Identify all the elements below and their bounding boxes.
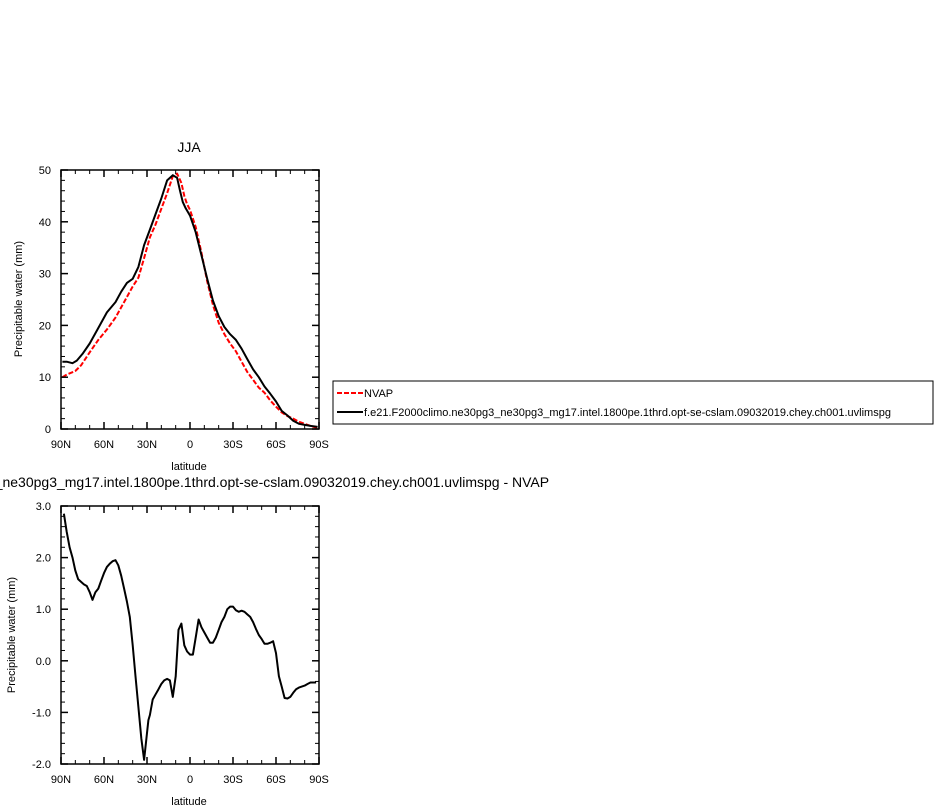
y-tick-label: 0.0: [36, 656, 51, 668]
bottom-panel: f.e21.F2000climo.ne30pg3_ne30pg3_mg17.in…: [0, 474, 549, 808]
y-tick-label: 1.0: [36, 604, 51, 616]
y-tick-label: -2.0: [32, 759, 51, 771]
top-plot-area: 90N 60N 30N 0 30S 60S 90S 0 10 20 30 40 50: [39, 165, 329, 451]
bottom-y-axis-label: Precipitable water (mm): [6, 577, 18, 693]
series-line-2: [62, 174, 318, 428]
series-line-1: [61, 172, 318, 429]
top-y-axis-label: Precipitable water (mm): [13, 241, 25, 357]
y-tick-label: -1.0: [32, 707, 51, 719]
y-tick-label: 50: [39, 165, 51, 177]
y-tick-label: 2.0: [36, 553, 51, 565]
legend-label-model: f.e21.F2000climo.ne30pg3_ne30pg3_mg17.in…: [364, 407, 891, 419]
x-tick-label: 90N: [51, 774, 71, 786]
x-tick-label: 90S: [309, 439, 329, 451]
y-tick-label: 10: [39, 372, 51, 384]
bottom-x-axis-label: latitude: [171, 796, 206, 808]
y-tick-label: 0: [45, 424, 51, 436]
y-tick-label: 3.0: [36, 501, 51, 513]
legend-box: [332, 380, 934, 425]
x-tick-label: 60S: [266, 439, 286, 451]
plot-frame: [60, 505, 320, 765]
y-tick-label: 20: [39, 320, 51, 332]
top-chart-title: JJA: [177, 139, 201, 155]
x-tick-label: 0: [187, 774, 193, 786]
x-tick-label: 60N: [94, 774, 114, 786]
x-tick-label: 30S: [223, 774, 243, 786]
y-tick-label: 30: [39, 269, 51, 281]
top-panel: JJA 90N 60N 30N 0 30S 60S 90S 0 10 20 30 40 50 latit…: [13, 139, 329, 473]
x-tick-label: 30S: [223, 439, 243, 451]
y-tick-label: 40: [39, 217, 51, 229]
legend-label-nvap: NVAP: [364, 388, 393, 400]
top-x-axis-label: latitude: [171, 461, 206, 473]
x-tick-label: 0: [187, 439, 193, 451]
legend: NVAP f.e21.F2000climo.ne30pg3_ne30pg3_mg…: [332, 380, 934, 425]
x-tick-label: 30N: [137, 774, 157, 786]
x-tick-label: 90S: [309, 774, 329, 786]
x-tick-label: 60N: [94, 439, 114, 451]
bottom-chart-title: f.e21.F2000climo.ne30pg3_ne30pg3_mg17.in…: [0, 474, 549, 490]
bottom-plot-area: 90N 60N 30N 0 30S 60S 90S -2.0 -1.0 0.0 1.0 2.0 3.0: [32, 501, 329, 786]
x-tick-label: 90N: [51, 439, 71, 451]
x-tick-label: 60S: [266, 774, 286, 786]
series-line-1: [62, 513, 317, 761]
x-tick-label: 30N: [137, 439, 157, 451]
